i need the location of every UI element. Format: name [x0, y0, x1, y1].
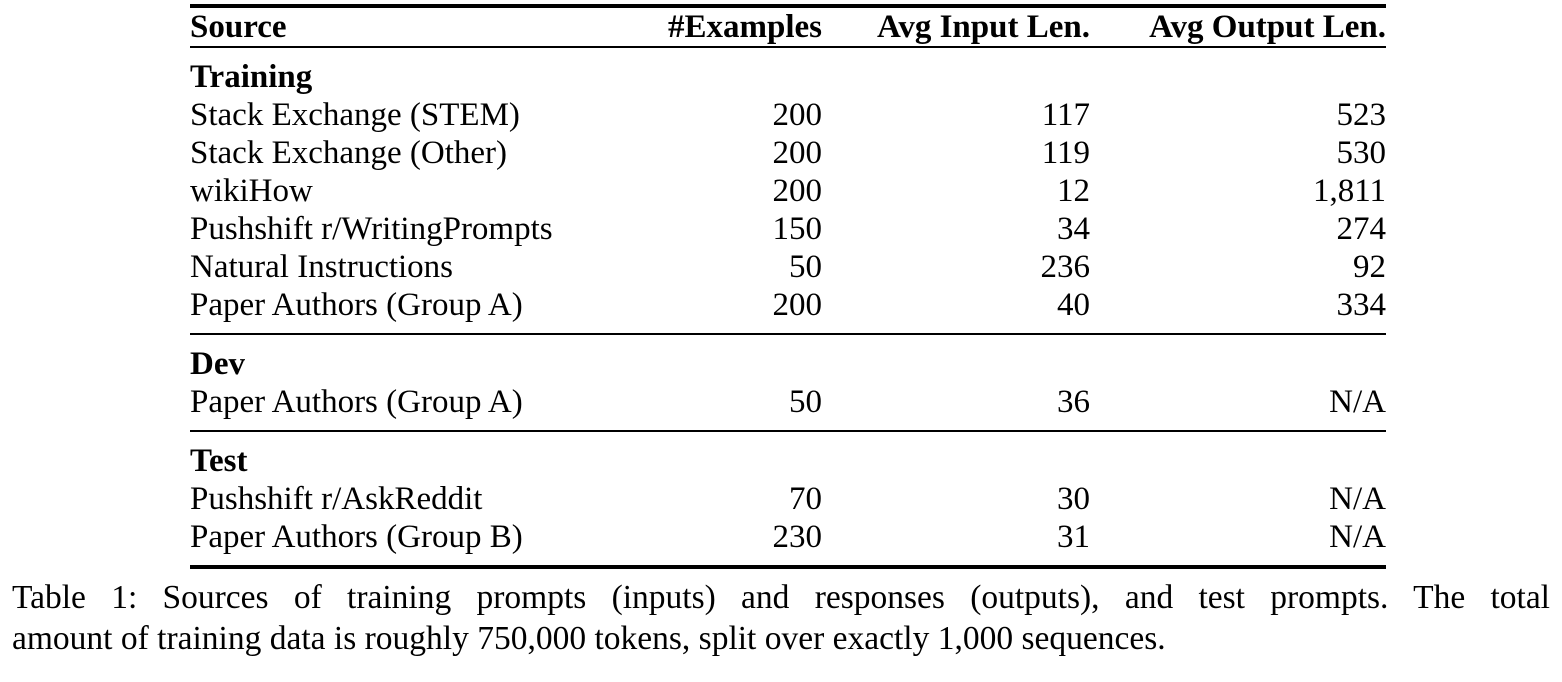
table-caption: Table 1: Sources of training prompts (in…: [12, 577, 1550, 659]
caption-line-1: Table 1: Sources of training prompts (in…: [12, 579, 1550, 616]
avg-output-len-cell: 1,811: [1312, 173, 1386, 209]
avg-output-len-cell: N/A: [1329, 384, 1386, 420]
table-header-row: Source #Examples Avg Input Len. Avg Output …: [190, 6, 1386, 47]
examples-cell: 200: [772, 97, 823, 133]
source-cell: Pushshift r/AskReddit: [190, 481, 483, 517]
avg-output-len-cell: N/A: [1329, 519, 1386, 555]
avg-input-len-cell: 31: [1057, 519, 1090, 555]
avg-output-len-cell: 334: [1336, 287, 1387, 323]
examples-cell: 70: [789, 481, 822, 517]
table-1: Source #Examples Avg Input Len. Avg Output …: [190, 4, 1386, 569]
table-row: Paper Authors (Group A) 200 40 334: [190, 286, 1386, 334]
source-cell: Stack Exchange (Other): [190, 135, 508, 171]
avg-output-len-cell: 523: [1336, 97, 1387, 133]
source-cell: Paper Authors (Group B): [190, 519, 523, 555]
avg-input-len-cell: 119: [1041, 135, 1090, 171]
avg-input-len-cell: 34: [1057, 211, 1090, 247]
table-row: Stack Exchange (Other) 200 119 530: [190, 134, 1386, 172]
section-header-row: Dev: [190, 334, 1386, 383]
examples-cell: 230: [772, 519, 823, 555]
avg-input-len-cell: 36: [1057, 384, 1090, 420]
table-header: Source #Examples Avg Input Len. Avg Output …: [190, 6, 1386, 47]
avg-output-len-cell: N/A: [1329, 481, 1386, 517]
avg-input-len-cell: 30: [1057, 481, 1090, 517]
examples-cell: 200: [772, 173, 823, 209]
source-cell: Stack Exchange (STEM): [190, 97, 520, 133]
table-row: Natural Instructions 50 236 92: [190, 248, 1386, 286]
examples-cell: 50: [789, 384, 822, 420]
source-cell: Paper Authors (Group A): [190, 384, 523, 420]
examples-cell: 150: [772, 211, 823, 247]
table-row: wikiHow 200 12 1,811: [190, 172, 1386, 210]
examples-cell: 50: [789, 249, 822, 285]
avg-output-len-cell: 274: [1336, 211, 1387, 247]
paper-page: Source #Examples Avg Input Len. Avg Output …: [0, 4, 1562, 682]
examples-cell: 200: [772, 287, 823, 323]
avg-input-len-cell: 12: [1057, 173, 1090, 209]
section-label: Dev: [190, 346, 245, 382]
column-header-source: Source: [190, 9, 287, 45]
column-header-examples: #Examples: [667, 9, 822, 45]
avg-input-len-cell: 117: [1041, 97, 1090, 133]
section-label: Training: [190, 59, 313, 95]
caption-line-2: amount of training data is roughly 750,0…: [12, 620, 1166, 657]
source-cell: Natural Instructions: [190, 249, 454, 285]
section-header-row: Training: [190, 47, 1386, 96]
examples-cell: 200: [772, 135, 823, 171]
avg-input-len-cell: 236: [1040, 249, 1091, 285]
section-training: Training Stack Exchange (STEM) 200 117 523 St…: [190, 47, 1386, 334]
source-cell: wikiHow: [190, 173, 313, 209]
table-row: Pushshift r/AskReddit 70 30 N/A: [190, 480, 1386, 518]
avg-input-len-cell: 40: [1057, 287, 1090, 323]
table-row: Stack Exchange (STEM) 200 117 523: [190, 96, 1386, 134]
source-cell: Pushshift r/WritingPrompts: [190, 211, 553, 247]
section-test: Test Pushshift r/AskReddit 70 30 N/A Paper Au…: [190, 431, 1386, 567]
section-header-row: Test: [190, 431, 1386, 480]
table-row: Paper Authors (Group A) 50 36 N/A: [190, 383, 1386, 431]
section-label: Test: [190, 443, 248, 479]
table-row: Paper Authors (Group B) 230 31 N/A: [190, 518, 1386, 567]
avg-output-len-cell: 92: [1353, 249, 1386, 285]
column-header-avg-input-len: Avg Input Len.: [876, 9, 1090, 45]
column-header-avg-output-len: Avg Output Len.: [1149, 9, 1386, 45]
table-row: Pushshift r/WritingPrompts 150 34 274: [190, 210, 1386, 248]
source-cell: Paper Authors (Group A): [190, 287, 523, 323]
section-dev: Dev Paper Authors (Group A) 50 36 N/A: [190, 334, 1386, 431]
avg-output-len-cell: 530: [1336, 135, 1387, 171]
